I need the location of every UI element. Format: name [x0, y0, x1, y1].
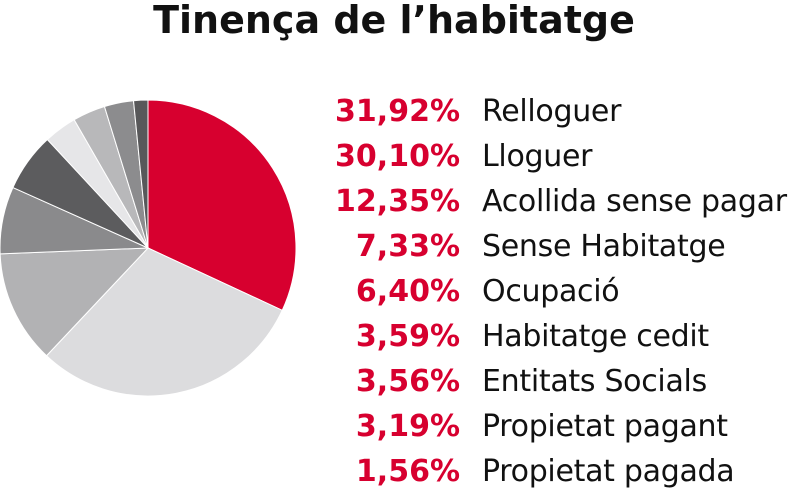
legend-item: 6,40% Ocupació	[326, 272, 788, 317]
chart-title: Tinença de l’habitatge	[153, 0, 635, 42]
legend-value: 6,40%	[355, 274, 460, 309]
legend-item: 3,19% Propietat pagant	[326, 407, 788, 452]
legend-label: Lloguer	[482, 139, 593, 174]
legend-item: 3,59% Habitatge cedit	[326, 317, 788, 362]
legend-item: 3,56% Entitats Socials	[326, 362, 788, 407]
legend-label: Propietat pagada	[482, 454, 735, 489]
legend-item: 31,92% Relloguer	[326, 92, 788, 137]
legend-label: Entitats Socials	[482, 364, 707, 399]
legend-label: Ocupació	[482, 274, 620, 309]
legend-value: 3,59%	[355, 319, 460, 354]
legend-value: 12,35%	[335, 184, 460, 219]
legend-label: Acollida sense pagar	[482, 184, 787, 219]
pie-slice-1	[45, 247, 283, 397]
legend-item: 1,56% Propietat pagada	[326, 452, 788, 497]
legend-label: Sense Habitatge	[482, 229, 726, 264]
legend-label: Relloguer	[482, 94, 622, 129]
legend-value: 30,10%	[335, 139, 460, 174]
legend-value: 31,92%	[335, 94, 460, 129]
pie-chart	[0, 100, 297, 397]
legend-value: 3,19%	[355, 409, 460, 444]
pie-slice-2	[0, 247, 150, 357]
legend-label: Habitatge cedit	[482, 319, 709, 354]
legend-value: 3,56%	[355, 364, 460, 399]
pie-slice-0	[147, 100, 297, 312]
pie-slice-8	[132, 100, 149, 249]
legend-item: 7,33% Sense Habitatge	[326, 227, 788, 272]
legend-value: 1,56%	[355, 454, 460, 489]
legend-item: 12,35% Acollida sense pagar	[326, 182, 788, 227]
legend-value: 7,33%	[355, 229, 460, 264]
legend: 31,92% Relloguer 30,10% Lloguer 12,35% Acolli…	[326, 92, 788, 497]
legend-item: 30,10% Lloguer	[326, 137, 788, 182]
legend-label: Propietat pagant	[482, 409, 728, 444]
